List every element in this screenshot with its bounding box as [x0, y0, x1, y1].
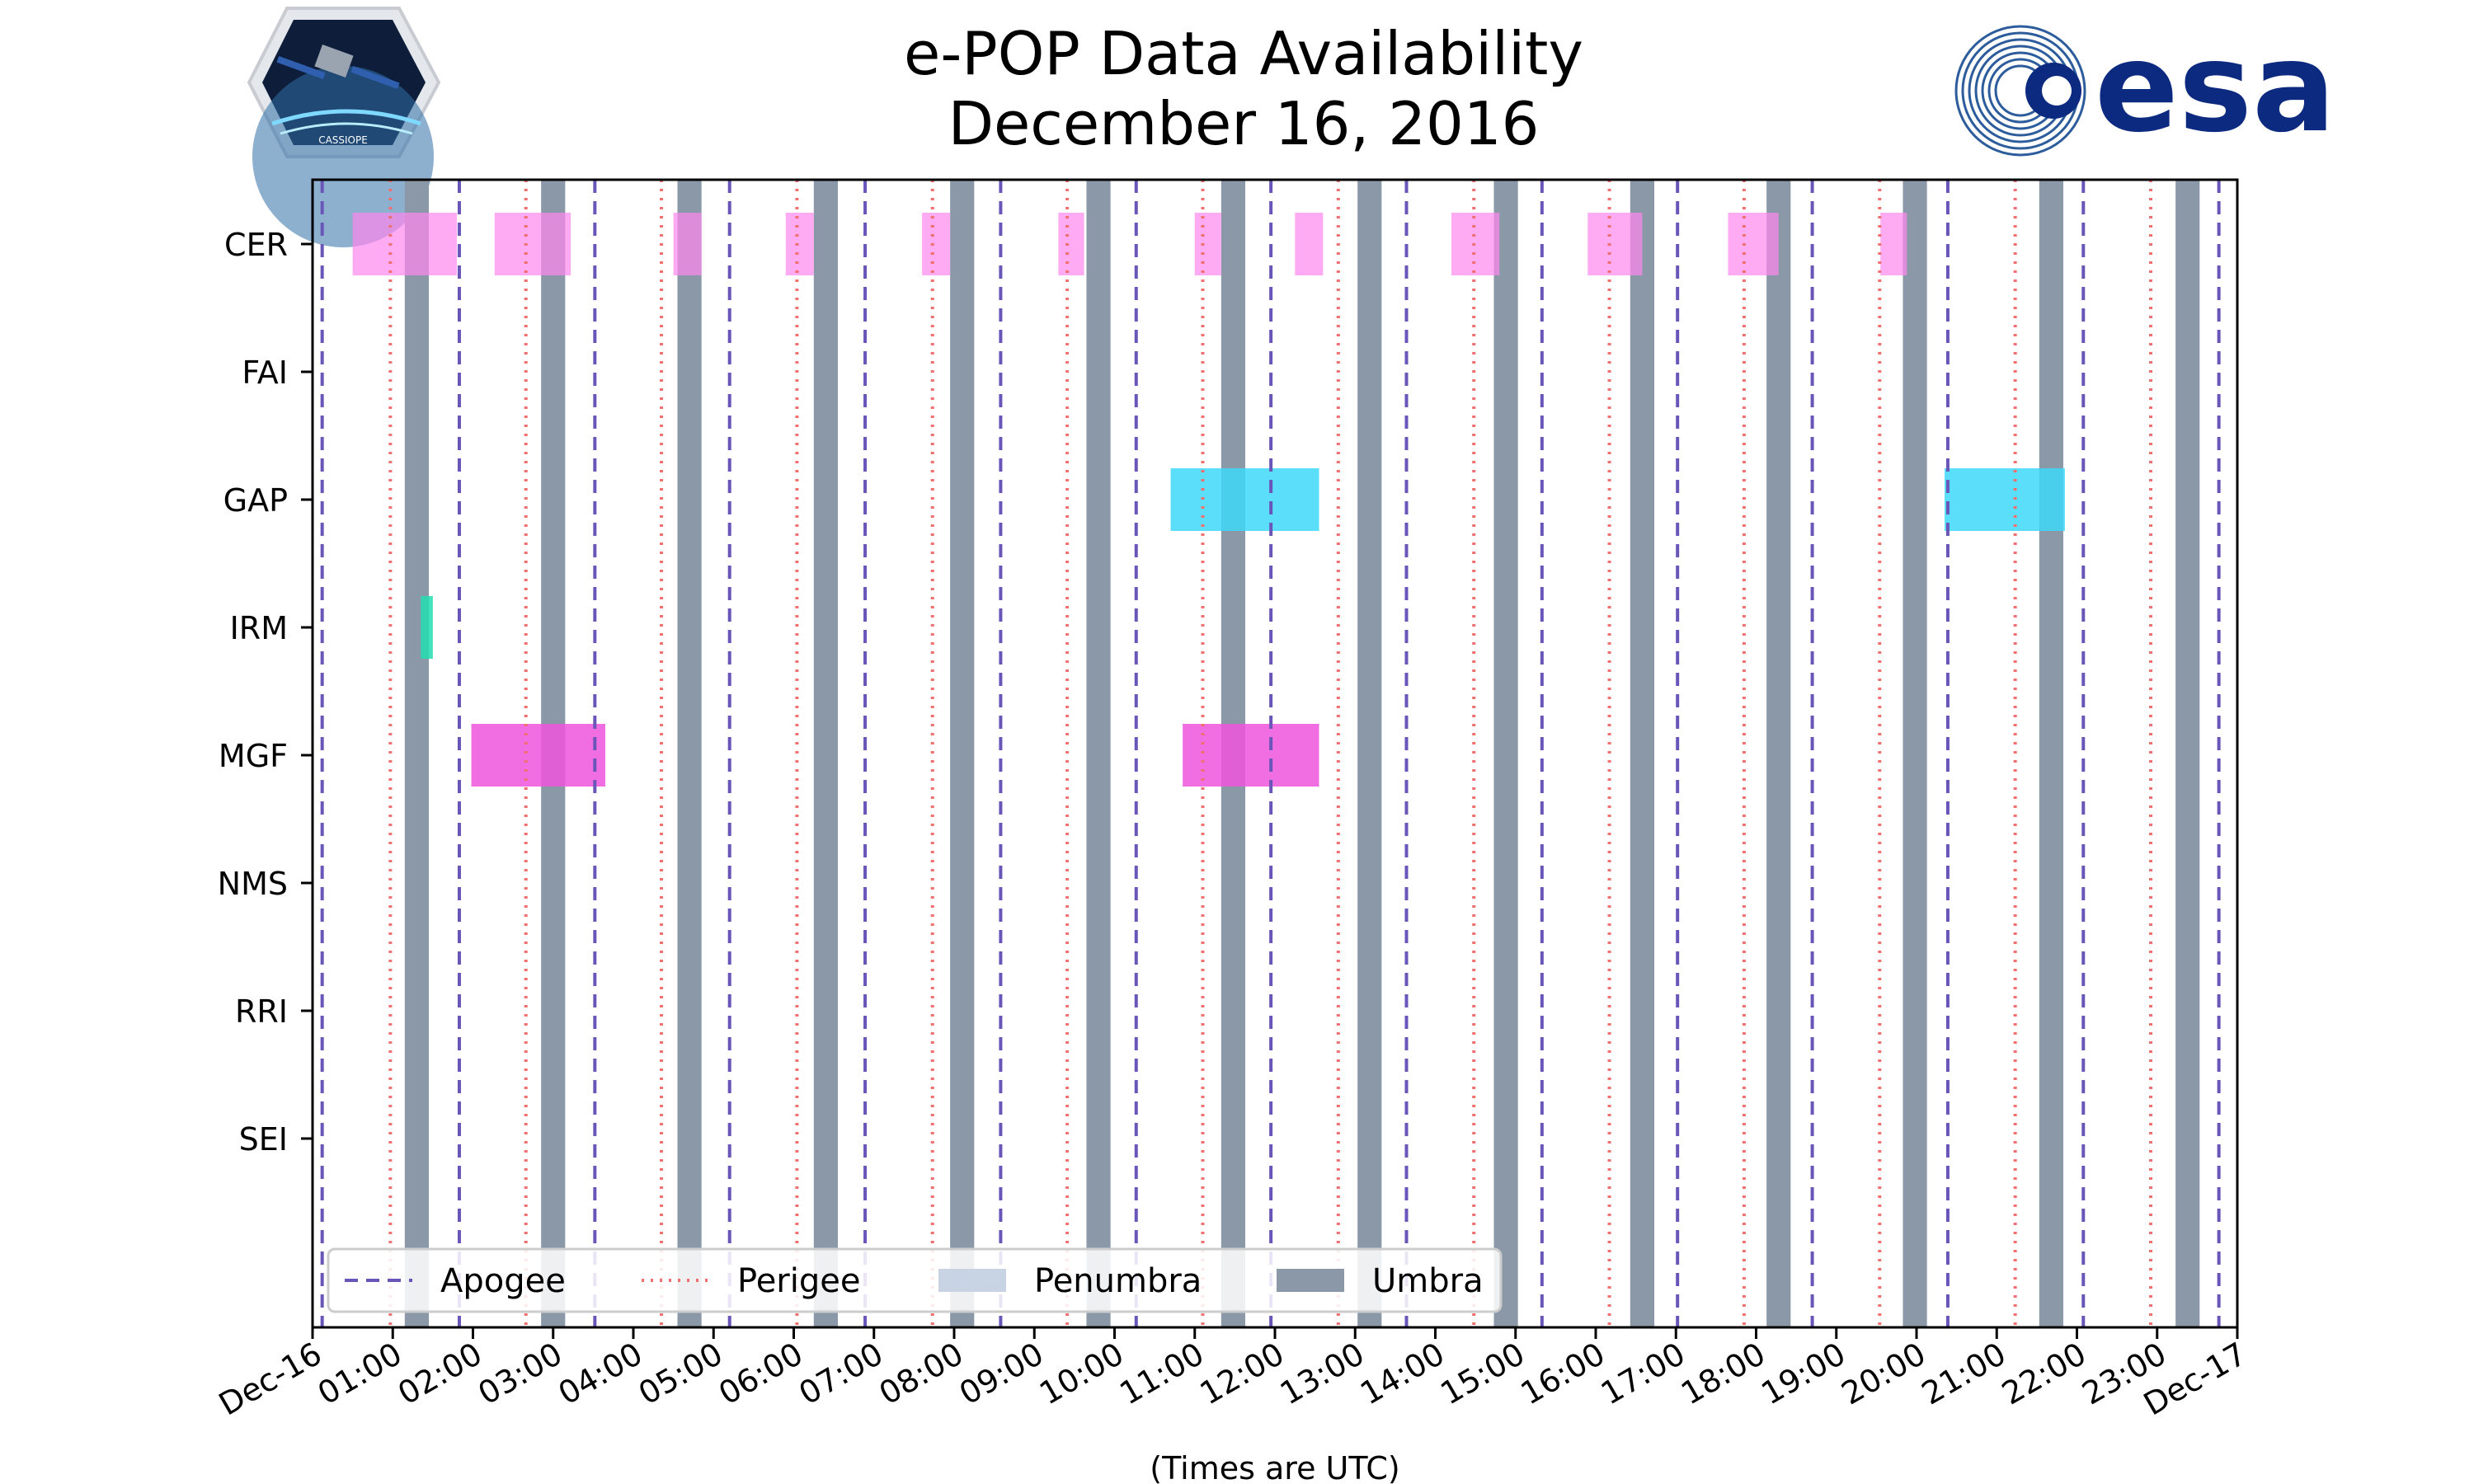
- legend-label: Umbra: [1372, 1262, 1484, 1300]
- legend: Apogee Perigee Penumbra Umbra: [327, 1247, 1503, 1313]
- y-tick-label: SEI: [239, 1121, 288, 1158]
- umbra-band: [404, 180, 430, 1327]
- cassiope-badge-text: CASSIOPE: [318, 134, 368, 146]
- legend-label: Apogee: [440, 1262, 566, 1300]
- x-tick-label: 16:00: [1515, 1336, 1611, 1412]
- x-tick-label: 11:00: [1113, 1336, 1210, 1412]
- availability-bar-irm: [421, 596, 433, 659]
- availability-bar-gap: [1945, 468, 2065, 531]
- umbra-band: [1357, 180, 1382, 1327]
- availability-bar-cer: [494, 213, 571, 275]
- x-tick-label: 17:00: [1595, 1336, 1691, 1412]
- x-axis-label: (Times are UTC): [1150, 1450, 1399, 1484]
- x-tick-label: 21:00: [1916, 1336, 2012, 1412]
- availability-bar-cer: [785, 213, 814, 275]
- legend-label: Perigee: [737, 1262, 860, 1300]
- esa-wordmark: esa: [2095, 16, 2335, 160]
- x-tick-label: 06:00: [713, 1336, 809, 1412]
- x-tick-label: 14:00: [1354, 1336, 1451, 1412]
- y-tick-label: CER: [224, 227, 288, 263]
- availability-bar-cer: [1295, 213, 1324, 275]
- x-tick-label: 15:00: [1434, 1336, 1531, 1412]
- umbra-band: [1630, 180, 1654, 1327]
- y-tick-label: GAP: [223, 482, 288, 519]
- availability-bar-cer: [1880, 213, 1907, 275]
- orbit-lines-layer: [320, 180, 2221, 1327]
- x-tick-label: Dec-16: [213, 1336, 327, 1423]
- umbra-band: [2039, 180, 2063, 1327]
- y-tick-label: FAI: [242, 355, 288, 391]
- umbra-band: [1903, 180, 1927, 1327]
- availability-bar-gap: [1170, 468, 1319, 531]
- availability-bar-cer: [1587, 213, 1643, 275]
- x-tick-label: 10:00: [1033, 1336, 1130, 1412]
- legend-label: Penumbra: [1034, 1262, 1202, 1300]
- umbra-band: [1086, 180, 1111, 1327]
- availability-bar-cer: [352, 213, 458, 275]
- availability-bar-cer: [1728, 213, 1779, 275]
- availability-bar-cer: [1194, 213, 1221, 275]
- x-tick-label: 19:00: [1755, 1336, 1851, 1412]
- x-tick-label: 12:00: [1194, 1336, 1291, 1412]
- x-tick-label: 09:00: [953, 1336, 1050, 1412]
- availability-bar-mgf: [471, 724, 605, 787]
- umbra-band: [950, 180, 975, 1327]
- availability-layer: [352, 213, 2065, 787]
- x-tick-label: 02:00: [392, 1336, 488, 1412]
- esa-logo: esa: [1954, 16, 2335, 160]
- x-tick-label: 07:00: [793, 1336, 889, 1412]
- availability-bar-cer: [922, 213, 951, 275]
- x-tick-label: 04:00: [553, 1336, 649, 1412]
- x-tick-label: 03:00: [472, 1336, 568, 1412]
- x-axis: Dec-1601:0002:0003:0004:0005:0006:0007:0…: [213, 1327, 2253, 1423]
- y-tick-label: RRI: [235, 993, 288, 1030]
- cassiope-mission-logo: CASSIOPE: [247, 7, 441, 247]
- umbra-band: [1766, 180, 1791, 1327]
- y-tick-label: NMS: [218, 866, 288, 902]
- x-tick-label: 08:00: [873, 1336, 970, 1412]
- chart-subtitle: December 16, 2016: [948, 89, 1540, 158]
- y-axis: CER FAI GAP IRM MGF NMS RRI SEI: [218, 227, 313, 1158]
- umbra-band: [677, 180, 702, 1327]
- umbra-band: [2175, 180, 2200, 1327]
- y-tick-label: IRM: [230, 610, 288, 646]
- umbra-band: [1493, 180, 1518, 1327]
- umbra-band: [813, 180, 838, 1327]
- availability-bar-mgf: [1183, 724, 1319, 787]
- chart-title: e-POP Data Availability: [904, 19, 1583, 88]
- availability-bar-cer: [1058, 213, 1084, 275]
- legend-swatch-umbra: [1277, 1269, 1344, 1292]
- x-tick-label: 22:00: [1996, 1336, 2092, 1412]
- x-tick-label: 18:00: [1675, 1336, 1771, 1412]
- y-tick-label: MGF: [219, 738, 288, 774]
- x-tick-label: 13:00: [1274, 1336, 1371, 1412]
- x-tick-label: 05:00: [633, 1336, 729, 1412]
- legend-box: [327, 1247, 1503, 1313]
- legend-swatch-penumbra: [938, 1269, 1006, 1292]
- availability-bar-cer: [673, 213, 702, 275]
- x-tick-label: 01:00: [312, 1336, 408, 1412]
- x-tick-label: 20:00: [1836, 1336, 1932, 1412]
